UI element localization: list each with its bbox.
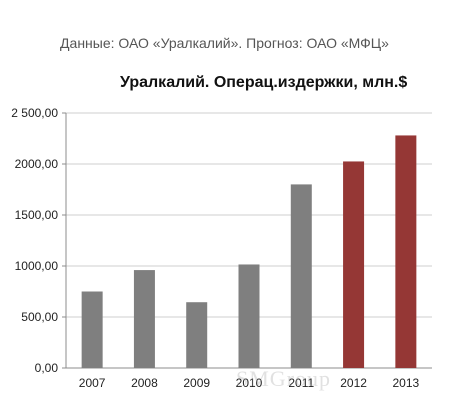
bar-actual xyxy=(133,270,155,368)
x-tick-label: 2007 xyxy=(79,376,106,390)
bar-forecast xyxy=(343,161,365,368)
y-tick-label: 1500,00 xyxy=(15,208,59,222)
x-tick-label: 2008 xyxy=(131,376,158,390)
bar-actual xyxy=(238,264,260,368)
watermark-text: SMGroup xyxy=(236,366,332,391)
y-tick-label: 500,00 xyxy=(21,310,58,324)
bar-actual xyxy=(81,291,103,368)
x-tick-label: 2009 xyxy=(183,376,210,390)
x-tick-label: 2013 xyxy=(393,376,420,390)
bar-forecast xyxy=(395,135,417,368)
y-tick-label: 2000,00 xyxy=(15,157,59,171)
x-tick-label: 2012 xyxy=(340,376,367,390)
y-tick-label: 1000,00 xyxy=(15,259,59,273)
bar-actual xyxy=(290,184,312,368)
y-tick-label: 0,00 xyxy=(35,361,59,375)
source-note: Данные: ОАО «Уралкалий». Прогноз: ОАО «М… xyxy=(60,35,389,51)
x-tick-label: 2010 xyxy=(236,376,263,390)
bar-actual xyxy=(186,302,208,368)
y-tick-label: 2 500,00 xyxy=(11,106,58,120)
chart-title: Уралкалий. Операц.издержки, млн.$ xyxy=(120,74,408,91)
x-tick-label: 2011 xyxy=(288,376,314,390)
